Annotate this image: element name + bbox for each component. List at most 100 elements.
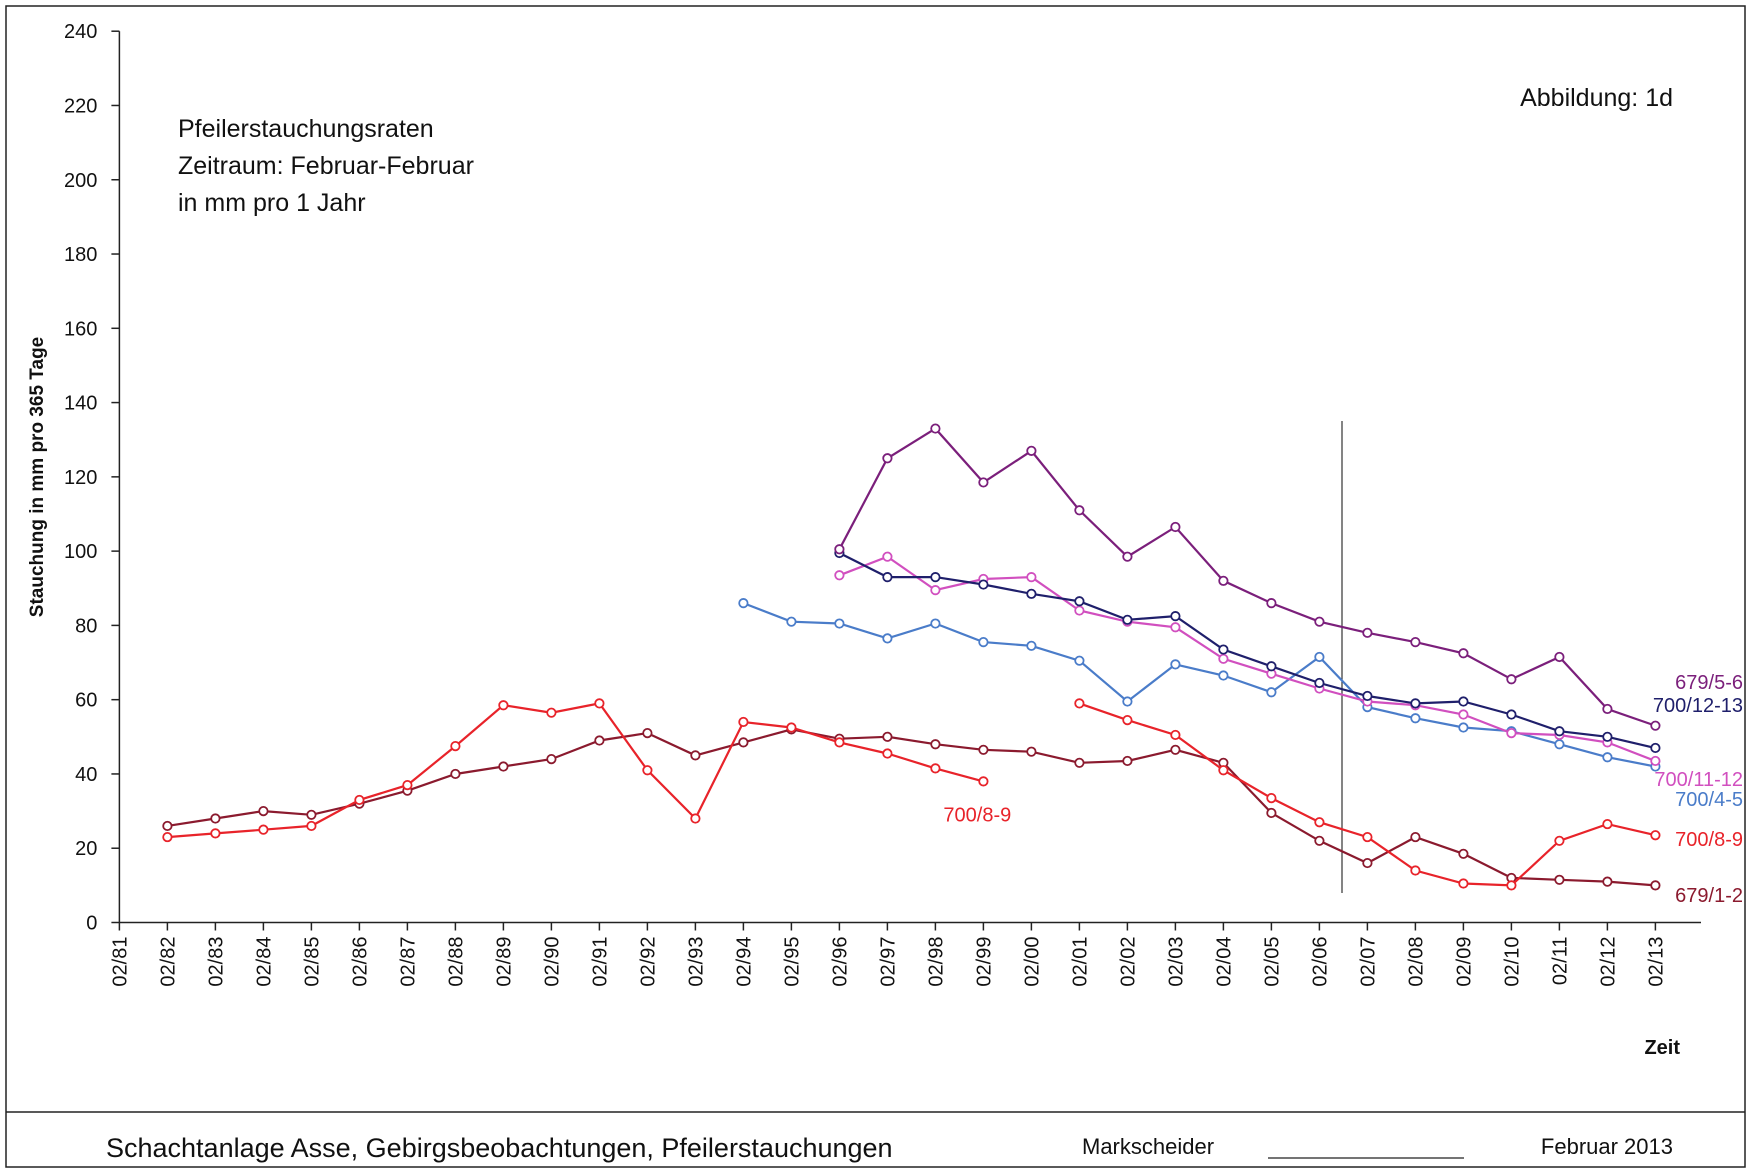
x-tick-label: 02/04 — [1213, 937, 1235, 987]
data-point — [1554, 651, 1565, 663]
series-label: 700/11-12 — [1654, 769, 1743, 791]
data-point — [978, 579, 989, 590]
data-point — [1602, 818, 1613, 830]
data-point — [546, 753, 557, 765]
data-point — [1122, 696, 1133, 707]
y-tick-label: 60 — [75, 690, 97, 712]
data-point — [1362, 857, 1373, 869]
data-point — [1074, 698, 1085, 709]
data-point — [594, 698, 605, 709]
series-label: 679/1-2 — [1675, 885, 1743, 907]
x-tick-label: 02/94 — [733, 937, 755, 987]
y-tick-label: 140 — [64, 393, 97, 415]
data-point — [1122, 755, 1133, 767]
data-point — [978, 477, 989, 488]
data-point — [450, 740, 461, 752]
data-point — [1026, 572, 1037, 583]
data-point — [1650, 880, 1661, 891]
y-tick-label: 180 — [64, 244, 97, 266]
data-point — [1458, 878, 1469, 889]
data-point — [210, 813, 221, 824]
data-point — [1314, 616, 1325, 627]
data-point — [1170, 611, 1181, 622]
x-tick-label: 02/02 — [1117, 937, 1139, 987]
data-point — [1074, 655, 1085, 666]
data-point — [882, 633, 893, 644]
footer-date: Februar 2013 — [1541, 1134, 1673, 1159]
data-point — [1554, 726, 1565, 737]
data-point — [1218, 653, 1229, 664]
data-point — [1602, 703, 1613, 715]
data-point — [1266, 687, 1277, 698]
data-point — [690, 813, 701, 824]
data-point — [1122, 715, 1133, 726]
data-point — [1410, 865, 1421, 876]
data-point — [306, 820, 317, 832]
data-point — [978, 744, 989, 755]
data-point — [1074, 505, 1085, 516]
data-point — [1506, 674, 1517, 685]
data-point — [930, 572, 941, 583]
data-point — [882, 731, 893, 742]
y-tick-label: 0 — [86, 913, 97, 935]
data-point — [1602, 876, 1613, 887]
data-point — [354, 794, 365, 806]
data-point — [1266, 807, 1277, 819]
x-tick-label: 02/97 — [877, 937, 899, 987]
data-point — [1650, 830, 1661, 841]
data-point — [1170, 729, 1181, 741]
data-point — [1314, 677, 1325, 689]
data-point — [1218, 765, 1229, 776]
data-point — [1458, 709, 1469, 720]
data-point — [1170, 744, 1181, 755]
data-point — [834, 570, 845, 581]
data-point — [882, 551, 893, 562]
data-point — [1362, 627, 1373, 638]
data-point — [738, 716, 749, 728]
data-point — [1314, 651, 1325, 663]
figure-label: Abbildung: 1d — [1520, 84, 1673, 112]
data-point — [1362, 831, 1373, 843]
data-point — [498, 700, 509, 711]
x-tick-label: 02/89 — [493, 937, 515, 987]
series-label: 700/4-5 — [1675, 789, 1743, 811]
y-tick-label: 240 — [64, 21, 97, 43]
y-tick-label: 220 — [64, 95, 97, 117]
data-point — [1266, 792, 1277, 804]
data-point — [1602, 731, 1613, 742]
x-tick-label: 02/83 — [205, 937, 227, 987]
x-tick-label: 02/09 — [1453, 937, 1475, 987]
data-point — [882, 453, 893, 464]
y-tick-label: 20 — [75, 838, 97, 860]
data-point — [1458, 648, 1469, 659]
data-point — [834, 544, 845, 555]
y-tick-label: 160 — [64, 318, 97, 340]
data-point — [1458, 696, 1469, 707]
x-tick-label: 02/85 — [301, 937, 323, 987]
frame — [5, 5, 1746, 1168]
data-point — [258, 805, 269, 817]
x-axis-label: Zeit — [1644, 1037, 1680, 1059]
x-tick-label: 02/81 — [109, 937, 131, 987]
x-tick-label: 02/96 — [829, 937, 851, 987]
data-point — [882, 572, 893, 583]
data-point — [930, 618, 941, 629]
series-line — [838, 427, 1656, 727]
x-tick-label: 02/92 — [637, 937, 659, 987]
x-tick-label: 02/05 — [1261, 937, 1283, 987]
x-tick-label: 02/03 — [1165, 937, 1187, 987]
data-point — [1554, 835, 1565, 846]
y-tick-label: 80 — [75, 615, 97, 637]
series-label: 700/8-9 — [1675, 829, 1743, 851]
data-point — [1410, 831, 1421, 843]
data-point — [1026, 445, 1037, 456]
y-tick-label: 200 — [64, 170, 97, 192]
series-line — [839, 555, 1656, 763]
data-point — [1650, 720, 1661, 731]
data-point — [1554, 739, 1565, 750]
x-tick-label: 02/12 — [1597, 937, 1619, 987]
data-point — [1074, 596, 1085, 607]
data-point — [1266, 598, 1277, 609]
data-point — [210, 828, 221, 839]
data-point — [1218, 575, 1229, 586]
